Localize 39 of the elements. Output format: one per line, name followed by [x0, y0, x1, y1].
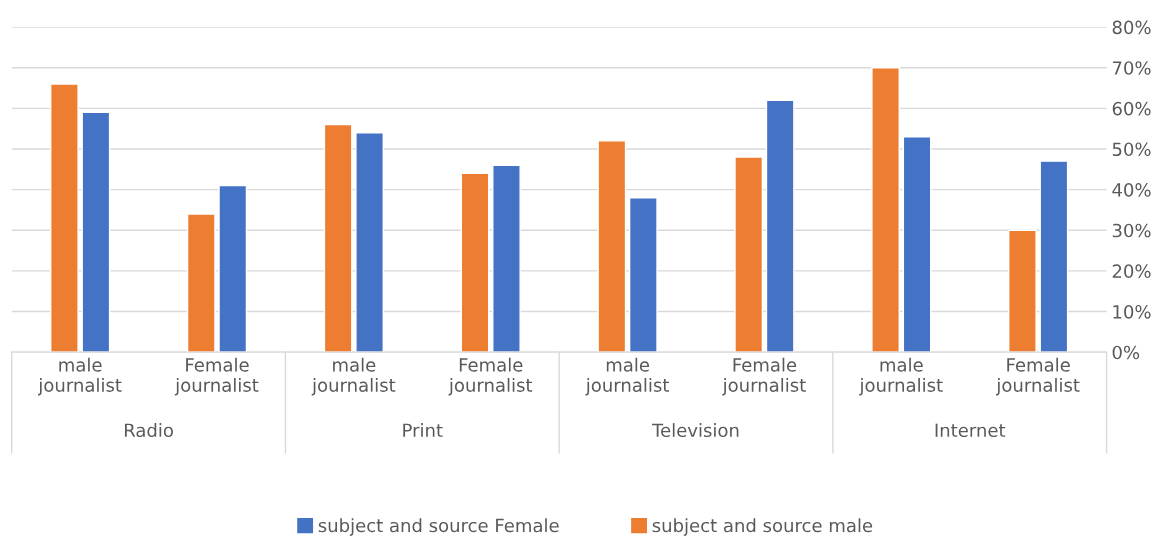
- y-tick-label: 0%: [1112, 345, 1140, 360]
- x-tick-label: male journalist: [859, 357, 943, 396]
- y-tick-label: 60%: [1112, 101, 1151, 116]
- x-tick-label: Female journalist: [722, 357, 806, 396]
- bar: [628, 197, 658, 353]
- bar: [871, 66, 900, 353]
- y-tick-label: 30%: [1112, 223, 1151, 238]
- x-tick-label: male journalist: [311, 357, 396, 396]
- bar: [765, 99, 795, 353]
- text: Television: [652, 423, 739, 438]
- bar: [355, 132, 384, 353]
- y-tick-label: 20%: [1112, 264, 1151, 279]
- y-tick-label: 70%: [1112, 61, 1151, 75]
- y-tick-label: 40%: [1112, 183, 1151, 197]
- y-tick-label: 80%: [1112, 20, 1151, 35]
- legend-label: subject and source Female: [318, 518, 559, 536]
- x-tick-label: male journalist: [585, 357, 669, 396]
- legend-label: subject and source male: [652, 518, 873, 536]
- x-tick-label: Female journalist: [174, 357, 259, 396]
- bar: [460, 172, 490, 353]
- y-tick-label: 50%: [1112, 142, 1151, 157]
- bar: [50, 83, 79, 353]
- bar: [597, 140, 627, 353]
- bar: [186, 213, 216, 353]
- bar: [1008, 229, 1037, 353]
- text: Radio: [124, 423, 173, 438]
- bar: [323, 123, 353, 353]
- bar: [81, 111, 111, 353]
- y-tick-label: 10%: [1113, 304, 1151, 319]
- bar: [1039, 160, 1069, 353]
- bar: [218, 184, 248, 353]
- bar: [734, 156, 764, 353]
- x-tick-label: male journalist: [37, 357, 122, 396]
- x-tick-label: Female journalist: [448, 357, 533, 396]
- bar: [902, 136, 932, 353]
- x-tick-label: Female journalist: [996, 357, 1080, 396]
- text: Print: [403, 423, 443, 437]
- bar: [492, 164, 521, 353]
- text: Internet: [935, 423, 1006, 438]
